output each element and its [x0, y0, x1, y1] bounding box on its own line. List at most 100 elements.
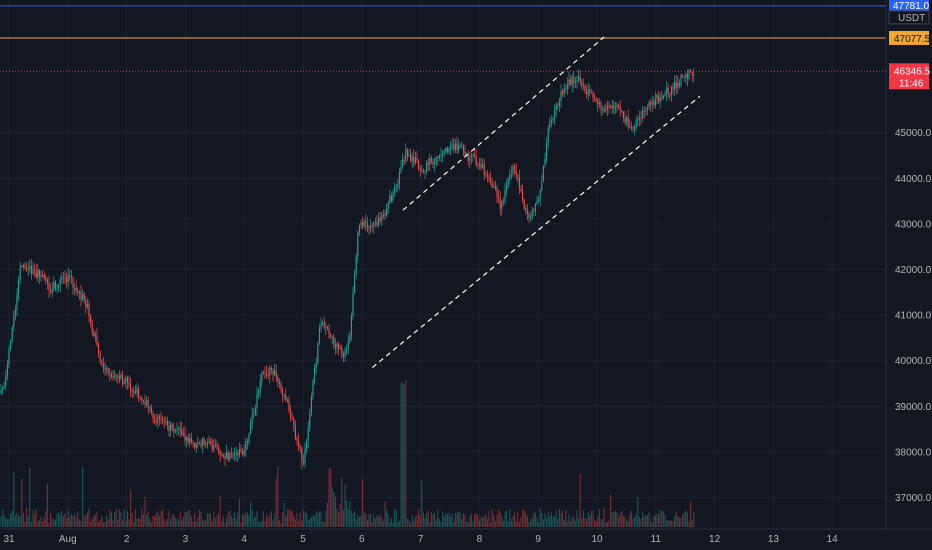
candle-up	[19, 266, 21, 279]
volume-bar	[291, 510, 293, 527]
volume-bar	[107, 519, 109, 527]
candle-down	[661, 97, 663, 99]
volume-bar	[280, 522, 282, 527]
candle-up	[238, 448, 240, 456]
volume-bar	[104, 522, 106, 527]
volume-bar	[138, 518, 140, 527]
candle-up	[651, 101, 653, 105]
candle-down	[589, 89, 591, 93]
volume-bar	[498, 509, 500, 527]
volume-bar	[634, 516, 636, 527]
volume-bar	[427, 510, 429, 527]
x-tick-label: 2	[124, 534, 130, 545]
last-price-value: 46346.5	[894, 66, 931, 77]
volume-bar	[302, 510, 304, 527]
candle-down	[477, 164, 479, 166]
x-tick-label: 11	[651, 534, 662, 545]
candle-down	[523, 199, 525, 209]
candle-up	[0, 389, 2, 393]
candle-up	[14, 309, 16, 315]
candle-down	[630, 127, 632, 129]
volume-bar	[110, 512, 112, 527]
candle-down	[573, 76, 575, 83]
candle-down	[613, 105, 615, 109]
time-axis-panel[interactable]	[0, 529, 932, 550]
candle-down	[403, 159, 405, 162]
candle-down	[296, 438, 298, 441]
volume-bar	[176, 518, 178, 527]
volume-bar	[50, 513, 52, 527]
volume-bar	[494, 520, 496, 527]
volume-bar	[342, 509, 344, 527]
volume-bar	[398, 520, 400, 527]
volume-bar	[674, 515, 676, 527]
volume-bar	[210, 513, 212, 527]
candle-down	[603, 108, 605, 112]
volume-bar	[80, 521, 82, 527]
candle-up	[648, 102, 650, 108]
volume-bar	[74, 514, 76, 527]
volume-bar	[478, 520, 480, 527]
volume-bar	[178, 519, 180, 527]
volume-bar	[501, 515, 503, 527]
candle-up	[106, 368, 108, 370]
candle-up	[542, 165, 544, 182]
candle-down	[491, 183, 493, 188]
volume-bar	[56, 513, 58, 527]
volume-bar	[278, 520, 280, 527]
candle-up	[325, 326, 327, 328]
volume-bar	[542, 519, 544, 527]
candle-up	[6, 364, 8, 376]
volume-bar	[77, 511, 79, 527]
y-tick-label: 41000.0	[895, 311, 932, 322]
volume-bar	[38, 519, 40, 527]
volume-bar	[624, 516, 626, 527]
candle-up	[336, 343, 338, 349]
volume-bar	[533, 512, 535, 527]
candle-down	[242, 451, 244, 455]
candle-up	[370, 226, 372, 229]
volume-bar	[376, 515, 378, 527]
candle-down	[678, 82, 680, 86]
candle-down	[379, 217, 381, 222]
candle-down	[621, 110, 623, 113]
candle-up	[304, 449, 306, 464]
candle-up	[213, 445, 215, 450]
candle-down	[210, 441, 212, 444]
volume-bar	[549, 516, 551, 527]
volume-bar	[211, 521, 213, 527]
candle-up	[450, 144, 452, 149]
candle-up	[354, 273, 356, 293]
candle-up	[269, 367, 271, 376]
candle-up	[310, 396, 312, 414]
candle-up	[170, 424, 172, 431]
volume-bar	[392, 522, 394, 527]
volume-bar	[139, 519, 141, 527]
candle-up	[590, 92, 592, 94]
trend-channel[interactable]	[372, 36, 701, 369]
candle-up	[3, 385, 5, 388]
volume-bar	[330, 467, 332, 527]
volume-bar	[131, 512, 133, 527]
volume-bar	[570, 521, 572, 527]
candle-up	[256, 394, 258, 409]
candle-up	[614, 107, 616, 109]
candle-down	[34, 269, 36, 271]
volume-bar	[510, 518, 512, 527]
candle-down	[437, 156, 439, 159]
volume-bar	[389, 522, 391, 527]
volume-bar	[397, 522, 399, 527]
candle-down	[75, 287, 77, 292]
volume-bar	[437, 509, 439, 527]
volume-bar	[226, 518, 228, 527]
candle-up	[531, 209, 533, 217]
volume-bar	[632, 519, 634, 527]
volume-bar	[381, 518, 383, 527]
candle-up	[576, 79, 578, 82]
volume-bar	[267, 517, 269, 527]
candle-down	[624, 117, 626, 123]
volume-bar	[390, 518, 392, 527]
candle-down	[594, 97, 596, 100]
